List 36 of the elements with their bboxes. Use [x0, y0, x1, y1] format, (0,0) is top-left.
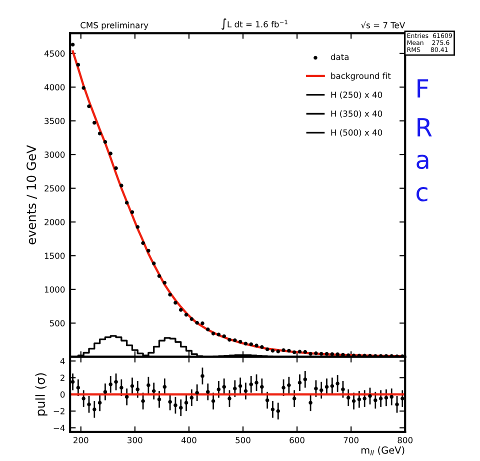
legend-label: H (250) x 40: [331, 91, 382, 99]
legend-label: H (350) x 40: [331, 110, 382, 118]
text: F: [418, 79, 428, 98]
y-tick-label: 2000: [44, 218, 65, 226]
y-tick-label: −2: [54, 408, 64, 414]
x-tick-label: 200: [74, 436, 88, 444]
y-axis-title: pull (σ): [35, 373, 48, 416]
y-tick-label: 500: [50, 320, 65, 326]
y-axis-title: events / 10 GeV: [26, 145, 38, 244]
legend-label: H (500) x 40: [331, 129, 382, 137]
y-tick-label: 4: [60, 358, 65, 364]
legend-label: data: [330, 54, 348, 60]
y-tick-label: 4500: [44, 50, 65, 57]
x-tick-label: 300: [128, 436, 142, 444]
y-tick-label: 0: [60, 391, 65, 398]
y-tick-label: 3500: [44, 118, 65, 124]
x-axis-title: m$_{ll}$ (GeV): [361, 446, 404, 456]
text: √s = 7 TeV: [360, 21, 406, 28]
text: ∫L dt = 1.6 fb$^{−1}$: [222, 18, 288, 30]
x-tick-label: 700: [344, 436, 358, 444]
y-tick-label: 4000: [44, 84, 65, 90]
x-tick-label: 800: [398, 436, 413, 444]
y-tick-label: 1500: [44, 252, 65, 259]
y-tick-label: 3000: [44, 152, 65, 158]
x-tick-label: 500: [236, 436, 250, 444]
legend-label: background fit: [331, 72, 391, 81]
y-tick-label: −4: [54, 424, 65, 431]
y-tick-label: 2500: [44, 185, 65, 192]
y-tick-label: 2: [60, 374, 64, 381]
text: a: [416, 154, 428, 170]
y-tick-label: 1000: [44, 286, 65, 293]
x-tick-label: 600: [290, 436, 304, 444]
text: R: [418, 118, 432, 136]
x-tick-label: 400: [181, 436, 196, 444]
text: c: [416, 187, 428, 202]
text: CMS preliminary: [80, 22, 148, 30]
